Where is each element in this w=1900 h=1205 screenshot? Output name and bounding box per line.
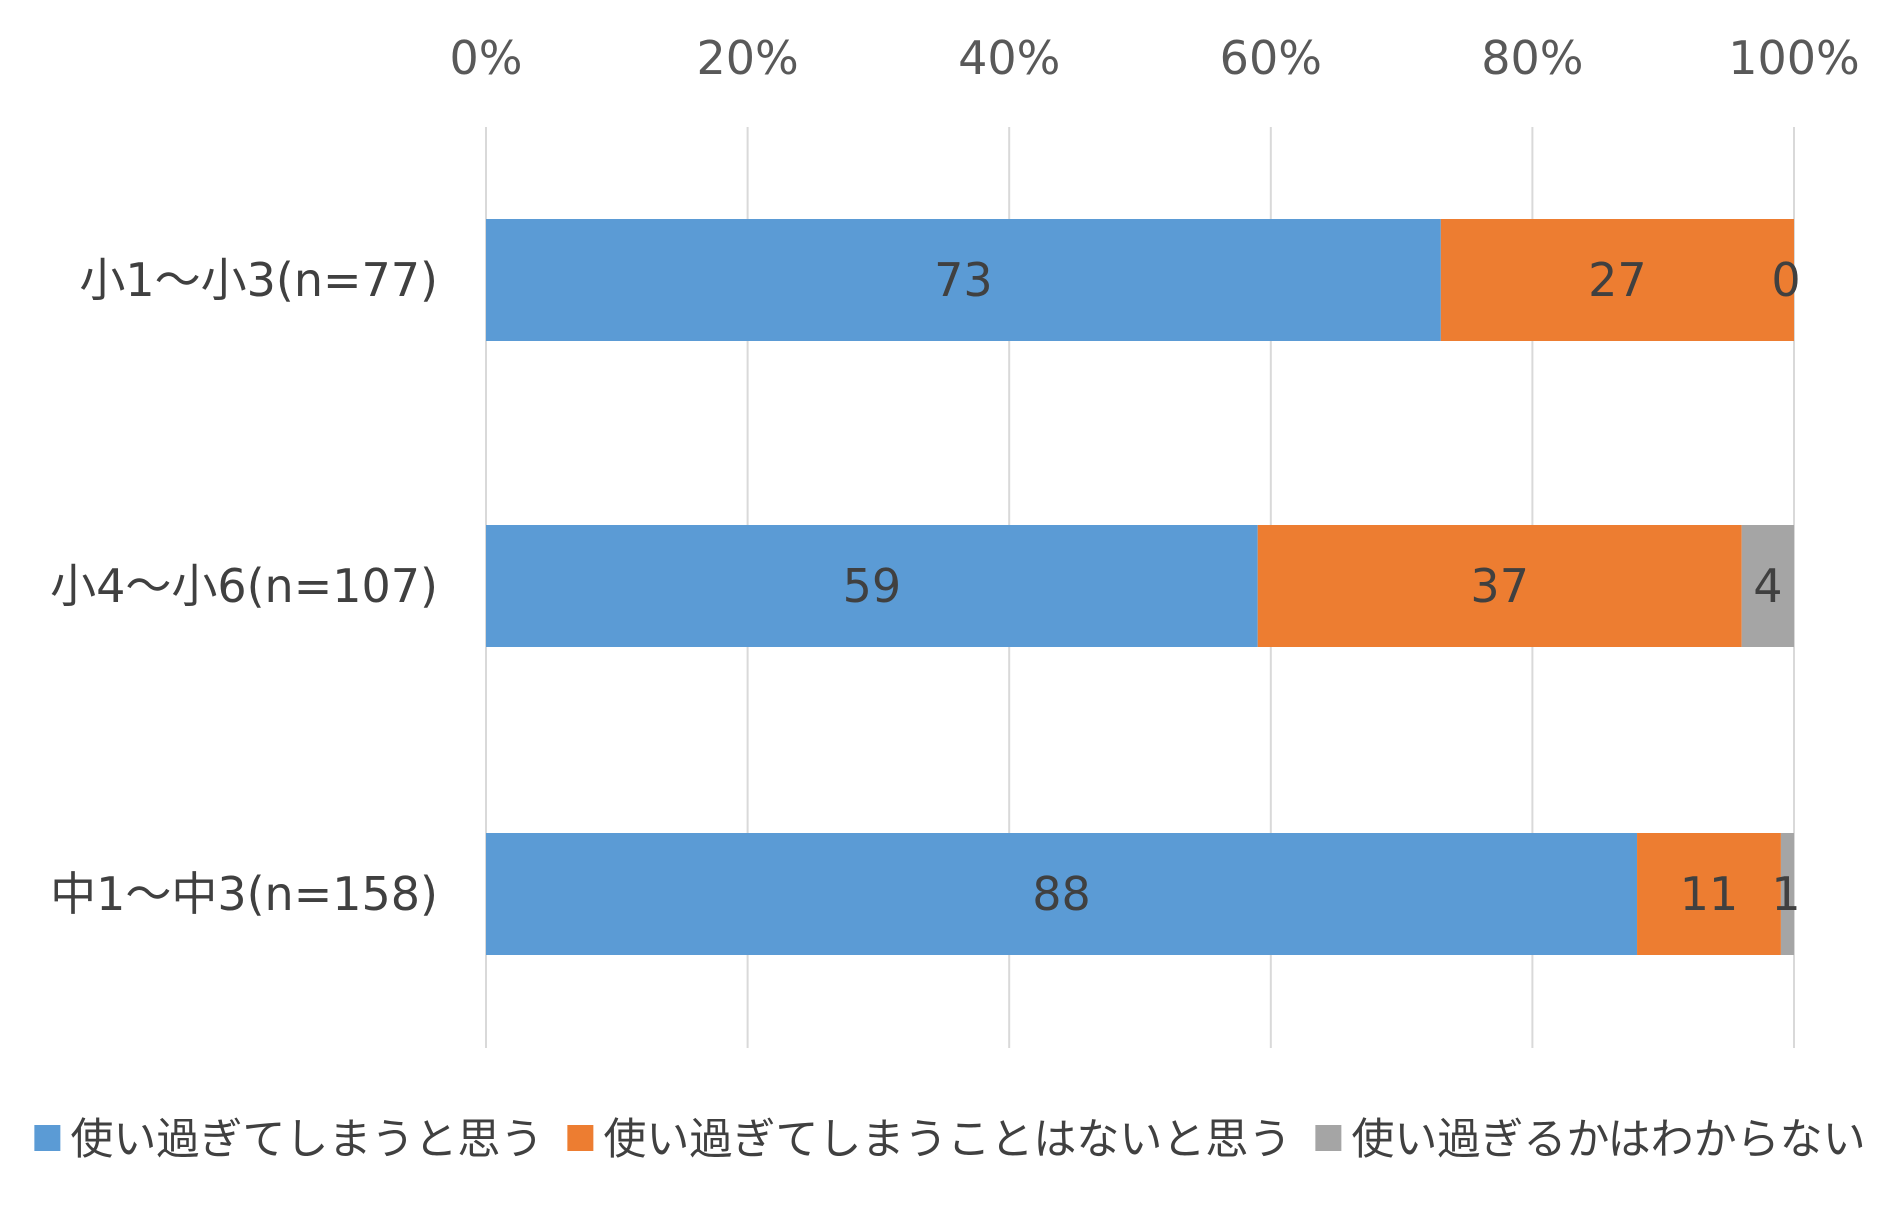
data-label: 73	[934, 253, 993, 307]
bar-segment	[1637, 833, 1781, 955]
x-tick-label: 100%	[1728, 31, 1860, 85]
bar-segment	[1257, 525, 1742, 647]
data-label: 27	[1588, 253, 1647, 307]
data-labels: 73 27 059 37 488 11 1	[843, 253, 1801, 921]
bar-segment	[1780, 833, 1794, 955]
x-axis-tick-labels: 0% 20% 40% 60% 80% 100%	[450, 31, 1860, 85]
bar-segment	[1440, 219, 1794, 341]
legend-swatch	[1315, 1125, 1342, 1151]
bar-segment	[486, 525, 1258, 647]
legend-item: 使い過ぎてしまうことはないと思う	[567, 1115, 1291, 1165]
legend-label: 使い過ぎてしまうことはないと思う	[603, 1115, 1291, 1165]
legend-item: 使い過ぎてしまうと思う	[34, 1115, 543, 1165]
x-tick-label: 60%	[1220, 31, 1322, 85]
data-label: 11	[1680, 867, 1739, 921]
x-tick-label: 0%	[450, 31, 523, 85]
legend-swatch	[34, 1125, 61, 1151]
bar-segment	[486, 833, 1638, 955]
bar-segment	[486, 219, 1441, 341]
data-label: 1	[1771, 867, 1800, 921]
legend: 使い過ぎてしまうと思う 使い過ぎてしまうことはないと思う 使い過ぎるかはわからない	[34, 1115, 1866, 1165]
legend-label: 使い過ぎてしまうと思う	[70, 1115, 543, 1165]
bar-series	[486, 219, 1794, 955]
legend-item: 使い過ぎるかはわからない	[1315, 1115, 1866, 1165]
legend-swatch	[567, 1125, 594, 1151]
legend-label: 使い過ぎるかはわからない	[1351, 1115, 1865, 1165]
data-label: 0	[1771, 253, 1800, 307]
x-tick-label: 80%	[1481, 31, 1583, 85]
bar-segment	[1741, 525, 1794, 647]
data-label: 4	[1753, 559, 1782, 613]
x-tick-label: 40%	[958, 31, 1060, 85]
data-label: 37	[1470, 559, 1529, 613]
category-label: 小1～小3(n=77)	[79, 253, 438, 307]
data-label: 88	[1032, 867, 1091, 921]
category-label: 小4～小6(n=107)	[50, 559, 438, 613]
category-labels: 小1～小3(n=77) 小4～小6(n=107) 中1～中3(n=158)	[50, 253, 438, 921]
category-label: 中1～中3(n=158)	[50, 867, 438, 921]
x-tick-label: 20%	[696, 31, 798, 85]
data-label: 59	[843, 559, 902, 613]
